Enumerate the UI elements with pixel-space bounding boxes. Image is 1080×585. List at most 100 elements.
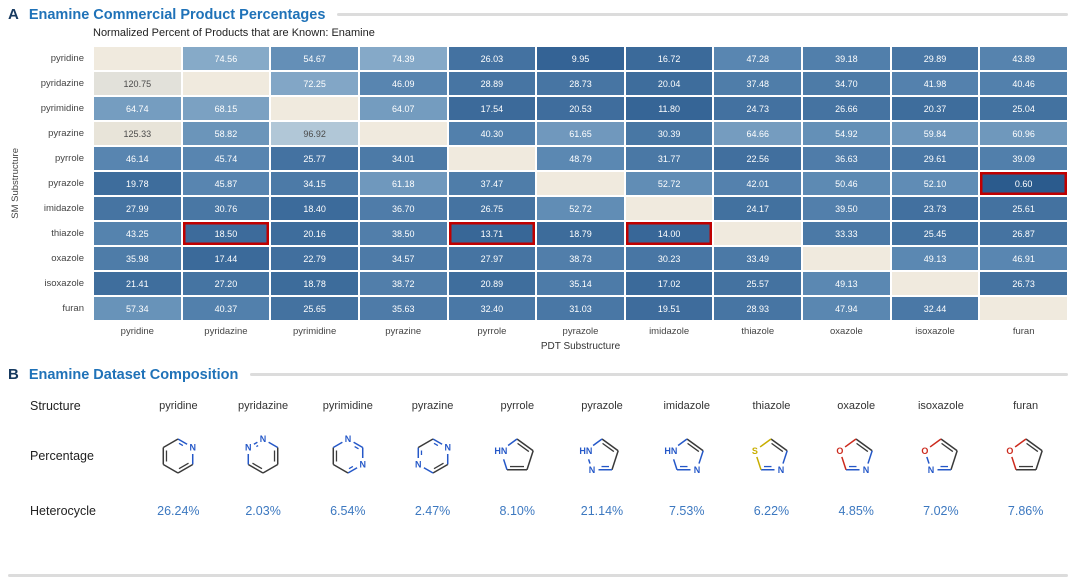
composition-percentage-value: 7.02% [923,504,959,518]
heatmap-cell: 20.16 [270,221,359,246]
heatmap-cell: 46.14 [93,146,182,171]
heatmap-cell: 31.03 [536,296,625,321]
molecule-pyrimidine-icon: NN [332,434,366,474]
heatmap-cell [713,221,803,246]
heatmap-cell: 34.15 [270,171,359,196]
heatmap-title: Normalized Percent of Products that are … [93,27,375,39]
heatmap-cell: 26.73 [979,271,1068,296]
heatmap-cell: 45.74 [181,146,271,171]
molecule-pyridine-icon: N [162,438,197,474]
heatmap-row-labels: pyridine pyridazine pyrimidine pyrazine pyrr… [22,46,93,321]
molecule-imidazole-icon: N HN [664,438,704,475]
bottom-rule [8,574,1068,577]
composition-percentage-value: 2.03% [245,504,281,518]
heatmap-cell: 52.72 [624,171,714,196]
heatmap-cell: 52.72 [536,196,625,221]
panel-b: B Enamine Dataset Composition Structure p… [8,366,1068,531]
heatmap-cell: 40.46 [979,71,1068,96]
heatmap-cell: 36.70 [358,196,448,221]
heatmap-cell: 23.73 [890,196,980,221]
svg-text:N: N [359,460,366,470]
composition-structure-furan: O [983,421,1068,491]
heatmap-cell: 28.89 [447,71,537,96]
heatmap-cell: 74.39 [358,46,448,71]
heatmap-cell: 45.87 [181,171,271,196]
composition-structure-pyridine: N [136,421,221,491]
composition-heterocycle-name: thiazole [752,400,791,412]
heatmap-cell: 39.09 [979,146,1068,171]
panel-a-header: A Enamine Commercial Product Percentages [8,6,1068,23]
composition-structure-pyrazole: N HN [560,421,645,491]
heatmap-cell: 40.37 [181,296,271,321]
heatmap-cell: 25.65 [270,296,359,321]
heatmap-row-label: pyridine [50,53,84,64]
composition-percentage-value: 6.54% [330,504,366,518]
heatmap-cell: 14.00 [624,221,714,246]
composition-heterocycle-name: pyrazole [581,400,623,412]
heatmap-cell: 19.51 [624,296,714,321]
svg-text:N: N [190,443,197,453]
heatmap-cell: 20.37 [890,96,980,121]
heatmap-cell: 18.40 [270,196,359,221]
heatmap-y-axis-label: SM Substructure [9,148,21,219]
heatmap-cell: 125.33 [93,121,182,146]
heatmap-cell: 58.82 [181,121,271,146]
heatmap-cell: 30.76 [181,196,271,221]
heatmap-cell: 21.41 [93,271,182,296]
heatmap-col-label: pyrrole [477,326,507,337]
heatmap-grid: 74.56 54.67 74.39 26.03 9.95 16.72 47.28 39.18 2… [93,46,1068,321]
svg-text:HN: HN [495,446,508,456]
svg-text:N: N [260,434,267,444]
heatmap-cell: 35.98 [93,246,182,271]
heatmap-cell: 120.75 [93,71,182,96]
composition-heterocycle-name: pyrimidine [322,400,373,412]
heatmap-row-label: imidazole [43,203,84,214]
heatmap-cell: 29.61 [890,146,980,171]
heatmap-col-label: imidazole [649,326,690,337]
heatmap-cell: 57.34 [93,296,182,321]
heatmap-cell: 30.23 [624,246,714,271]
composition-percentage-value: 6.22% [753,504,790,518]
composition-heterocycle-name: pyridine [159,400,198,412]
composition-heterocycle-name: pyridazine [238,400,289,412]
composition-percentage-value: 7.86% [1007,504,1044,518]
panel-b-title: Enamine Dataset Composition [28,366,239,383]
heatmap-cell: 35.63 [358,296,448,321]
heatmap-col-labels: pyridine pyridazine pyrimidine pyrazine pyrr… [93,326,1068,337]
heatmap-cell: 50.46 [802,171,891,196]
svg-text:N: N [444,443,451,453]
heatmap-cell: 31.77 [624,146,714,171]
composition-heterocycle-name: oxazole [837,400,876,412]
svg-text:HN: HN [664,446,677,456]
molecule-isoxazole-icon: NO [921,438,958,475]
molecule-pyrrole-icon: HN [495,438,535,471]
composition-table: Structure pyridine pyridazine pyrimidine pyr… [8,391,1068,531]
heatmap-row-label: thiazole [51,228,84,239]
heatmap-col-label: pyridazine [204,326,248,337]
heatmap-row-label: oxazole [51,253,84,264]
heatmap-cell: 37.47 [447,171,537,196]
heatmap-cell: 25.04 [979,96,1068,121]
heatmap-cell: 61.18 [358,171,448,196]
heatmap-cell: 36.63 [802,146,891,171]
heatmap-cell [270,96,359,121]
composition-structure-imidazole: N HN [644,421,729,491]
composition-percentage-value: 4.85% [838,504,874,518]
heatmap-cell: 26.75 [447,196,537,221]
composition-heterocycle-name: imidazole [663,400,710,412]
heatmap-x-axis-label: PDT Substructure [540,341,621,352]
svg-text:O: O [1006,446,1013,456]
composition-structure-pyrrole: HN [475,421,560,491]
heatmap-cell: 43.89 [979,46,1068,71]
heatmap-cell: 54.92 [802,121,891,146]
heatmap-cell: 17.54 [447,96,537,121]
molecule-furan-icon: O [1006,438,1043,471]
molecule-pyrazine-icon: NN [415,438,451,474]
composition-percentage-value: 21.14% [580,504,624,518]
heatmap-cell: 49.13 [890,246,980,271]
heatmap-cell: 52.10 [890,171,980,196]
heatmap-cell: 59.84 [890,121,980,146]
heatmap-cell: 46.09 [358,71,448,96]
